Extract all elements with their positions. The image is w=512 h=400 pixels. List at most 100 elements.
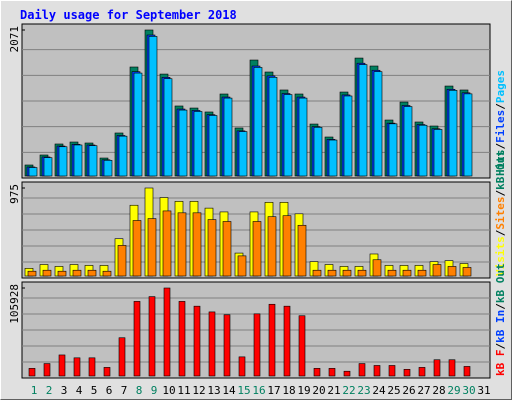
x-tick-label: 23 [357, 384, 370, 397]
bar [72, 269, 82, 277]
x-tick-label: 25 [387, 384, 400, 397]
x-tick-label: 21 [327, 384, 340, 397]
bar [373, 71, 383, 177]
x-tick-label: 29 [447, 384, 460, 397]
legend-separator: / [494, 343, 507, 350]
x-tick-label: 30 [462, 384, 475, 397]
bar [433, 129, 443, 177]
legend-entry: Pages [494, 70, 507, 103]
legend-separator: / [494, 229, 507, 236]
bar [387, 269, 397, 277]
bar [252, 221, 262, 277]
bar [162, 210, 172, 277]
x-tick-label: 31 [477, 384, 490, 397]
bar [463, 93, 473, 177]
bar [328, 139, 338, 177]
bar [372, 259, 382, 277]
x-tick-label: 18 [282, 384, 295, 397]
legend-entry: Hits [494, 150, 507, 177]
bar [238, 131, 248, 177]
bar [342, 269, 352, 277]
bar [223, 97, 233, 177]
bar [357, 269, 367, 277]
x-tick-label: 6 [106, 384, 113, 397]
bar [373, 365, 381, 377]
x-tick-label: 11 [177, 384, 190, 397]
bar [282, 215, 292, 277]
bar [118, 135, 128, 177]
bar [57, 270, 67, 277]
legend-separator: / [494, 143, 507, 150]
bar [27, 270, 37, 277]
bar [417, 269, 427, 277]
legend-entry: kB Out [494, 263, 507, 303]
y-tick-label: 2071 [8, 26, 21, 53]
bar [222, 221, 232, 277]
x-tick-label: 3 [61, 384, 68, 397]
bar [208, 311, 216, 377]
bar [388, 365, 396, 377]
bar [148, 296, 156, 377]
bar [163, 78, 173, 177]
x-tick-label: 14 [222, 384, 236, 397]
bar [283, 305, 291, 377]
bar [43, 363, 51, 377]
bar [103, 160, 113, 177]
bar [58, 354, 66, 377]
bar [148, 36, 158, 177]
bar [223, 314, 231, 377]
bar [192, 212, 202, 277]
bar [118, 337, 126, 377]
x-tick-label: 8 [136, 384, 143, 397]
legend-entry: kB Out [494, 150, 507, 190]
bar [433, 359, 441, 377]
bar [163, 287, 171, 377]
x-tick-label: 15 [237, 384, 250, 397]
bar [267, 216, 277, 277]
bar [117, 245, 127, 277]
legend-entry: Files [494, 110, 507, 143]
bar [87, 269, 97, 277]
bar [73, 144, 83, 177]
legend: kB F/kB In/kB Out [494, 263, 507, 376]
x-tick-label: 28 [432, 384, 445, 397]
bar [328, 368, 336, 377]
bar [133, 301, 141, 377]
x-tick-label: 24 [372, 384, 386, 397]
legend-entry: kB In [494, 310, 507, 343]
bar [193, 305, 201, 377]
bar [298, 315, 306, 377]
x-tick-label: 16 [252, 384, 265, 397]
bar [58, 146, 68, 177]
x-tick-label: 5 [91, 384, 98, 397]
y-tick-label: 975 [8, 184, 21, 204]
bar [43, 157, 53, 177]
bar [238, 356, 246, 377]
x-tick-label: 17 [267, 384, 280, 397]
x-tick-label: 20 [312, 384, 325, 397]
x-tick-label: 1 [31, 384, 38, 397]
bar [193, 111, 203, 177]
bar [312, 269, 322, 277]
legend-entry: Visits [494, 236, 507, 276]
bar [42, 269, 52, 277]
bar [268, 77, 278, 177]
bar [298, 97, 308, 177]
bar [432, 264, 442, 277]
bar [388, 123, 398, 177]
legend-separator: / [494, 190, 507, 197]
x-tick-label: 7 [121, 384, 128, 397]
bar [253, 313, 261, 377]
bar [73, 357, 81, 377]
bar [178, 301, 186, 377]
bar [313, 368, 321, 377]
bar [343, 370, 351, 377]
bar [358, 363, 366, 377]
x-tick-label: 26 [402, 384, 415, 397]
bar [132, 220, 142, 277]
bar [28, 167, 38, 177]
bar [207, 219, 217, 277]
